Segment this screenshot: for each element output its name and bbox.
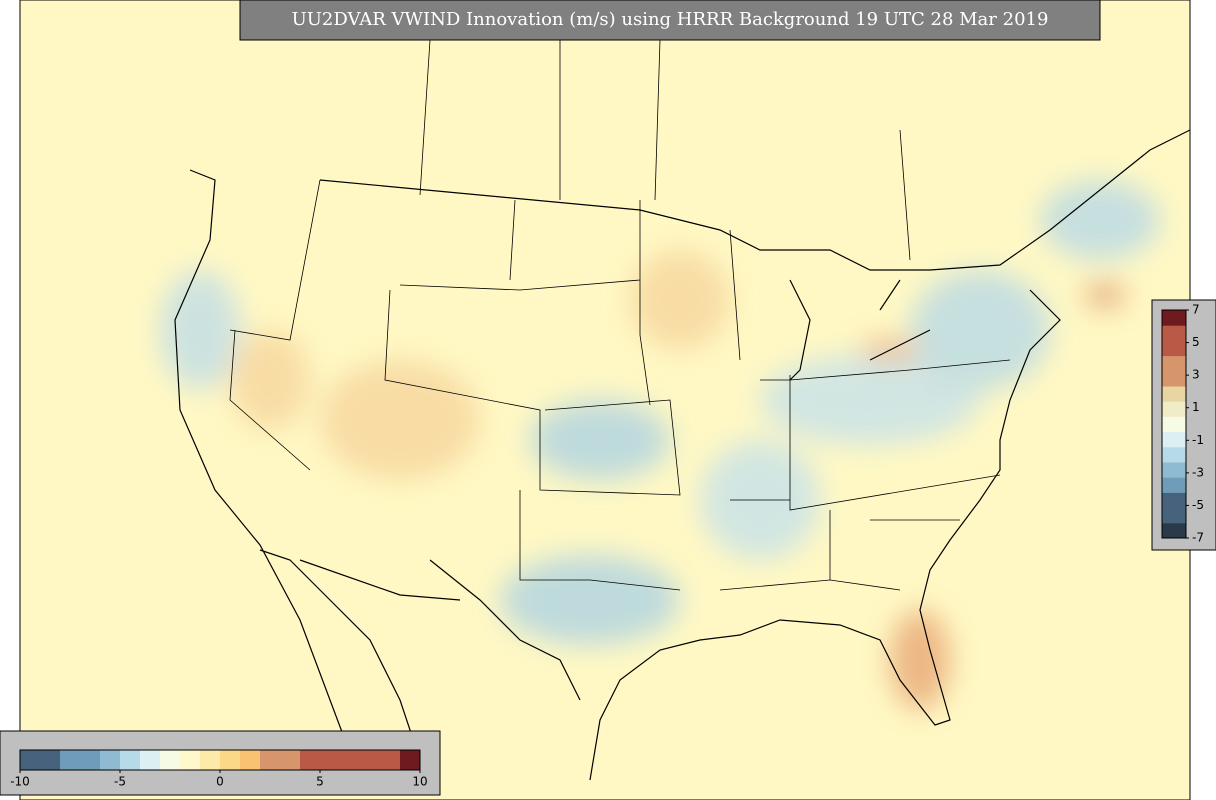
tick-label: -10 (10, 775, 30, 789)
colorbar-right: 7 5 3 1 -1 -3 -5 -7 (1151, 299, 1216, 551)
colorbar-bottom: -10 -5 0 5 10 (0, 730, 441, 796)
color-segment (80, 750, 101, 770)
tick-label: -7 (1192, 531, 1204, 545)
color-segment (1162, 340, 1186, 357)
color-segment (1162, 507, 1186, 524)
color-segment (1162, 431, 1186, 448)
color-segment (200, 750, 221, 770)
color-segment (260, 750, 281, 770)
color-segment (360, 750, 381, 770)
color-segment (1162, 462, 1186, 478)
color-segment (300, 750, 321, 770)
tick-label: 0 (216, 775, 224, 789)
color-segment (380, 750, 401, 770)
color-segment (240, 750, 261, 770)
tick-label: 3 (1192, 368, 1200, 382)
title-box (239, 0, 1101, 41)
color-segment (1162, 325, 1186, 341)
color-segment (1162, 401, 1186, 417)
color-segment (100, 750, 121, 770)
color-segment (1162, 446, 1186, 463)
color-segment (1162, 310, 1186, 326)
color-segment (1162, 370, 1186, 387)
color-segment (1162, 355, 1186, 372)
tick-label: 5 (316, 775, 324, 789)
colorbar-frame (1161, 309, 1187, 539)
color-segment (1162, 386, 1186, 402)
color-segment (40, 750, 61, 770)
color-segment (160, 750, 181, 770)
state-borders (229, 39, 1011, 591)
tick-label: 1 (1192, 400, 1200, 414)
tick-label: -1 (1192, 433, 1204, 447)
color-segment (1162, 477, 1186, 493)
tick-label: -5 (114, 775, 126, 789)
color-segment (340, 750, 361, 770)
color-segment (400, 750, 421, 770)
color-segment (320, 750, 341, 770)
tick-label: -5 (1192, 498, 1204, 512)
tick-label: 5 (1192, 335, 1200, 349)
color-segment (120, 750, 141, 770)
innovation-field (160, 180, 1160, 710)
map-area (19, 0, 1191, 800)
tick-label: -3 (1192, 465, 1204, 479)
color-segment (1162, 492, 1186, 509)
color-segment (140, 750, 161, 770)
color-segment (280, 750, 301, 770)
coastlines (174, 129, 1191, 781)
map-title: UU2DVAR VWIND Innovation (m/s) using HRR… (292, 9, 1049, 30)
tick-label: 10 (412, 775, 427, 789)
color-segment (1162, 416, 1186, 433)
color-segment (220, 750, 241, 770)
tick-label: 7 (1192, 303, 1200, 317)
color-segment (1162, 522, 1186, 539)
color-segment (180, 750, 201, 770)
color-segment (60, 750, 81, 770)
color-segment (20, 750, 41, 770)
